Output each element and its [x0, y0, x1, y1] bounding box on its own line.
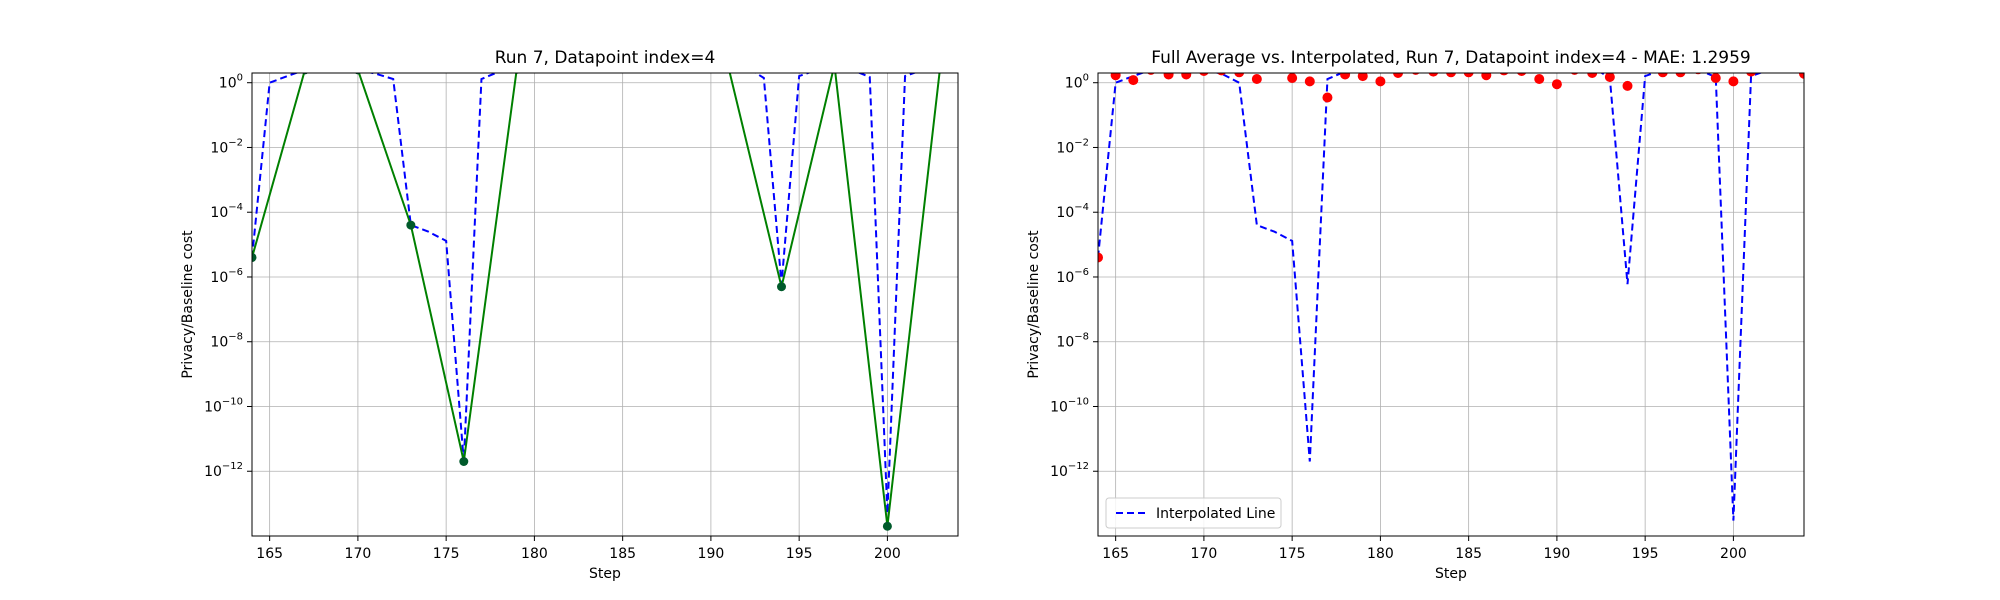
y-tick-label: 10−2 — [1056, 137, 1089, 156]
y-tick-label: 10−10 — [1050, 396, 1089, 415]
y-tick-label: 10−12 — [1050, 461, 1089, 480]
y-tick-label: 10−8 — [1056, 332, 1089, 351]
x-tick-label: 175 — [1279, 546, 1306, 562]
scatter-point — [1534, 74, 1545, 85]
scatter-point — [1764, 63, 1774, 73]
y-tick-label: 10−6 — [1056, 267, 1089, 286]
scatter-point — [1322, 92, 1333, 103]
scatter-point — [1181, 73, 1192, 80]
scatter-point — [1163, 73, 1174, 80]
y-tick-label: 10−12 — [204, 461, 243, 480]
grid — [252, 73, 958, 536]
chart-title: Run 7, Datapoint index=4 — [495, 48, 716, 68]
scatter-point — [1799, 73, 1804, 79]
x-tick-label: 165 — [256, 546, 283, 562]
scatter-point — [1710, 73, 1721, 83]
chart-title: Full Average vs. Interpolated, Run 7, Da… — [1151, 48, 1751, 68]
scatter-point — [1199, 73, 1209, 76]
x-axis-label: Step — [1435, 566, 1467, 582]
legend-label: Interpolated Line — [1156, 506, 1275, 522]
x-tick-label: 190 — [698, 546, 725, 562]
chart-run7-comparison: 165 170 175 180 185 190 195 200 100 10−2 10−4 10−6 1… — [180, 48, 959, 582]
y-axis-label: Privacy/Baseline cost — [1026, 230, 1042, 379]
x-axis-label: Step — [589, 566, 621, 582]
y-axis-label: Privacy/Baseline cost — [180, 230, 196, 379]
scatter-point — [1746, 73, 1756, 77]
axes-frame — [1097, 72, 1805, 537]
series-marker — [724, 63, 733, 72]
scatter-point — [1251, 74, 1262, 85]
y-tick-label: 10−8 — [210, 332, 243, 351]
series-line-dashed — [252, 73, 917, 514]
scatter-point — [1587, 73, 1598, 78]
scatter-point — [1098, 252, 1103, 263]
scatter-point — [1446, 73, 1456, 78]
scatter-point — [1340, 73, 1351, 80]
y-tick-label: 10−6 — [210, 267, 243, 286]
x-tick-label: 165 — [1102, 546, 1129, 562]
x-tick-label: 175 — [433, 546, 460, 562]
scatter-point — [1728, 76, 1739, 87]
scatter-point — [1675, 73, 1686, 78]
scatter-point — [1551, 79, 1562, 90]
x-tick-label: 180 — [1367, 546, 1394, 562]
legend-box — [1105, 497, 1282, 529]
scatter-point — [1375, 76, 1386, 87]
series-marker — [777, 282, 786, 292]
y-tick-label: 100 — [1065, 73, 1089, 92]
scatter-point — [1304, 76, 1315, 87]
series-marker — [252, 252, 257, 262]
scatter-point — [1110, 73, 1121, 81]
y-tick-label: 10−4 — [1056, 202, 1089, 221]
series-line-solid — [252, 73, 941, 527]
x-tick-label: 200 — [874, 546, 901, 562]
scatter-point — [1128, 75, 1139, 86]
y-tick-label: 10−10 — [204, 396, 243, 415]
x-tick-label: 195 — [1632, 546, 1659, 562]
scatter-point — [1217, 73, 1226, 76]
scatter-point — [1393, 73, 1404, 78]
x-tick-label: 185 — [609, 546, 636, 562]
series-marker — [936, 61, 945, 70]
y-tick-label: 100 — [219, 73, 243, 92]
plot-area — [252, 61, 945, 531]
scatter-point — [1499, 73, 1509, 76]
series-marker — [830, 61, 839, 70]
x-tick-label: 170 — [345, 546, 372, 562]
x-tick-label: 190 — [1544, 546, 1571, 562]
scatter-point — [1781, 62, 1791, 72]
x-tick-label: 170 — [1191, 546, 1218, 562]
scatter-point — [1428, 73, 1439, 77]
series-marker — [406, 220, 416, 230]
x-tick-label: 185 — [1455, 546, 1482, 562]
scatter-point — [1622, 80, 1633, 91]
scatter-point — [1517, 73, 1527, 76]
plot-area — [1098, 62, 1804, 521]
scatter-point — [1287, 73, 1298, 83]
y-tick-label: 10−4 — [210, 202, 243, 221]
grid — [1098, 73, 1804, 536]
y-tick-label: 10−2 — [210, 137, 243, 156]
scatter-point — [1357, 73, 1368, 82]
series-marker — [459, 456, 469, 466]
scatter-point — [1234, 73, 1245, 78]
x-tick-label: 195 — [786, 546, 813, 562]
chart-full-average-vs-interpolated: 165 170 175 180 185 190 195 200 100 10−2 10−4 10−6 1… — [1026, 48, 1805, 582]
scatter-point — [1463, 73, 1474, 78]
x-tick-label: 180 — [521, 546, 548, 562]
scatter-point — [1604, 73, 1615, 83]
x-tick-label: 200 — [1720, 546, 1747, 562]
scatter-point — [1481, 73, 1492, 81]
scatter-point — [1657, 73, 1668, 78]
legend: Interpolated Line — [1105, 497, 1282, 529]
series-marker — [882, 521, 892, 531]
axes-frame — [251, 72, 959, 537]
